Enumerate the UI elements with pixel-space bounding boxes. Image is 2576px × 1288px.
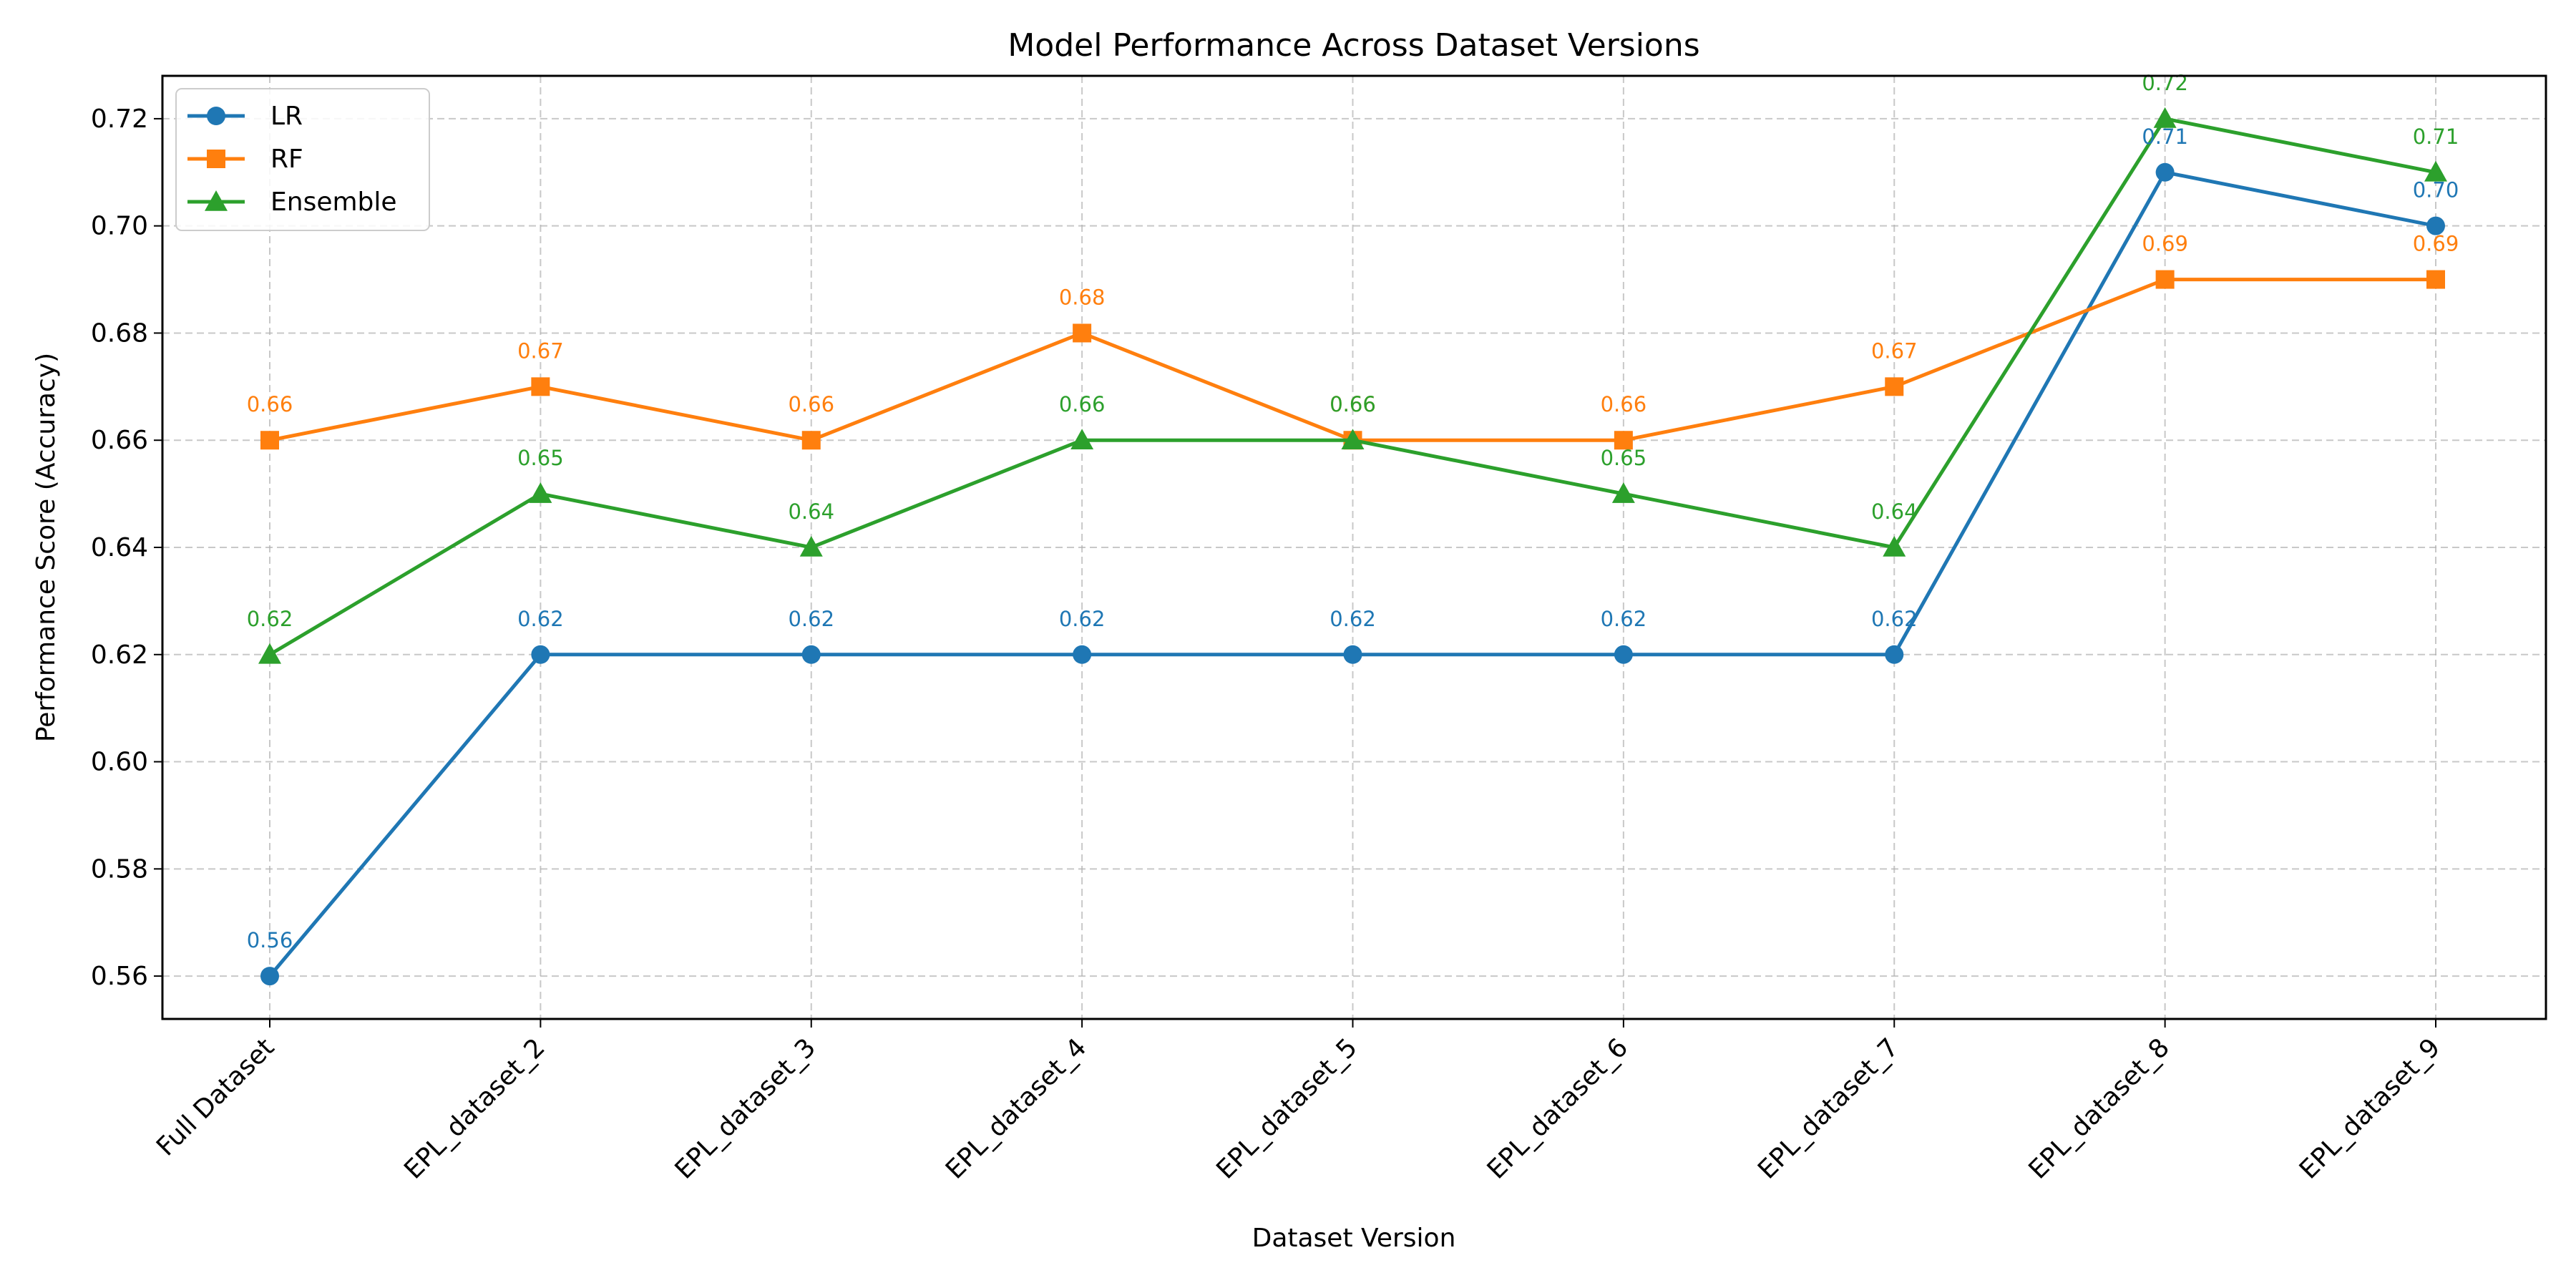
data-label-rf: 0.66 <box>788 392 834 416</box>
data-point-ensemble <box>799 536 823 557</box>
data-point-lr <box>1073 645 1092 664</box>
y-tick-label: 0.70 <box>91 212 148 241</box>
data-point-rf <box>260 431 279 450</box>
legend-marker-ensemble <box>205 190 228 211</box>
data-point-lr <box>1614 645 1633 664</box>
y-axis-label: Performance Score (Accuracy) <box>31 353 61 742</box>
data-point-lr <box>260 967 279 986</box>
y-tick-label: 0.60 <box>91 748 148 777</box>
data-label-ensemble: 0.62 <box>247 607 293 631</box>
data-label-ensemble: 0.65 <box>1601 446 1647 470</box>
data-label-lr: 0.62 <box>1601 607 1647 631</box>
data-point-rf <box>801 431 821 450</box>
data-point-ensemble <box>1070 429 1094 450</box>
data-point-ensemble <box>1883 536 1906 557</box>
legend-label-ensemble: Ensemble <box>270 187 397 217</box>
chart-title: Model Performance Across Dataset Version… <box>1008 27 1699 64</box>
data-label-lr: 0.62 <box>1059 607 1106 631</box>
legend-marker-lr <box>207 107 225 125</box>
data-point-rf <box>2426 270 2445 289</box>
data-point-rf <box>1885 377 1904 396</box>
x-axis-label: Dataset Version <box>1252 1224 1456 1253</box>
data-label-lr: 0.70 <box>2413 178 2459 203</box>
data-label-ensemble: 0.72 <box>2142 71 2188 95</box>
data-label-rf: 0.67 <box>517 338 564 363</box>
data-label-lr: 0.62 <box>788 607 834 631</box>
y-tick-label: 0.66 <box>91 426 148 455</box>
data-point-lr <box>531 645 550 664</box>
data-labels: 0.56 0.62 0.62 0.62 0.62 0.62 0.62 0.71 0.70 0.66… <box>247 71 2459 952</box>
legend-label-lr: LR <box>270 102 303 131</box>
y-tick-label: 0.56 <box>91 962 148 991</box>
data-label-rf: 0.69 <box>2413 232 2459 256</box>
series-lr <box>260 162 2445 986</box>
data-point-lr <box>1885 645 1904 664</box>
data-label-lr: 0.62 <box>1330 607 1376 631</box>
data-point-lr <box>2155 162 2175 182</box>
data-label-rf: 0.66 <box>247 392 293 416</box>
data-label-ensemble: 0.64 <box>1871 499 1918 524</box>
y-tick-label: 0.64 <box>91 533 148 562</box>
data-label-lr: 0.62 <box>1871 607 1918 631</box>
y-tick-label: 0.62 <box>91 640 148 670</box>
data-label-lr: 0.71 <box>2142 125 2188 149</box>
data-label-rf: 0.68 <box>1059 285 1106 309</box>
legend-marker-rf <box>207 150 225 168</box>
data-point-rf <box>1614 431 1633 450</box>
data-label-rf: 0.66 <box>1330 392 1376 416</box>
y-axis-ticks: 0.56 0.58 0.60 0.62 0.64 0.66 0.68 0.70 0.72 <box>91 104 162 991</box>
data-label-rf: 0.66 <box>1601 392 1647 416</box>
series-layer <box>258 107 2447 986</box>
legend: LR RF Ensemble <box>175 88 430 231</box>
legend-label-rf: RF <box>270 145 303 174</box>
data-point-ensemble <box>1341 429 1365 450</box>
data-label-rf: 0.69 <box>2142 232 2188 256</box>
data-point-ensemble <box>258 643 281 664</box>
data-point-rf <box>531 377 550 396</box>
data-point-ensemble <box>1611 482 1635 503</box>
data-point-lr <box>801 645 821 664</box>
data-label-lr: 0.62 <box>517 607 564 631</box>
data-point-rf <box>1073 323 1092 343</box>
data-point-lr <box>2426 216 2445 235</box>
data-label-ensemble: 0.65 <box>517 446 564 470</box>
data-label-ensemble: 0.66 <box>1059 392 1106 416</box>
y-tick-label: 0.68 <box>91 318 148 348</box>
series-ensemble <box>258 107 2447 664</box>
data-label-ensemble: 0.71 <box>2413 125 2459 149</box>
data-point-rf <box>2155 270 2175 289</box>
data-label-ensemble: 0.64 <box>788 499 834 524</box>
data-point-lr <box>1343 645 1362 664</box>
data-label-lr: 0.56 <box>247 928 293 952</box>
y-tick-label: 0.58 <box>91 854 148 884</box>
data-point-ensemble <box>2153 107 2177 128</box>
legend-box <box>175 88 430 231</box>
data-label-rf: 0.67 <box>1871 338 1918 363</box>
data-point-ensemble <box>529 482 552 503</box>
y-tick-label: 0.72 <box>91 104 148 134</box>
data-point-ensemble <box>2424 160 2447 182</box>
data-label-ensemble: 0.66 <box>1330 392 1376 416</box>
